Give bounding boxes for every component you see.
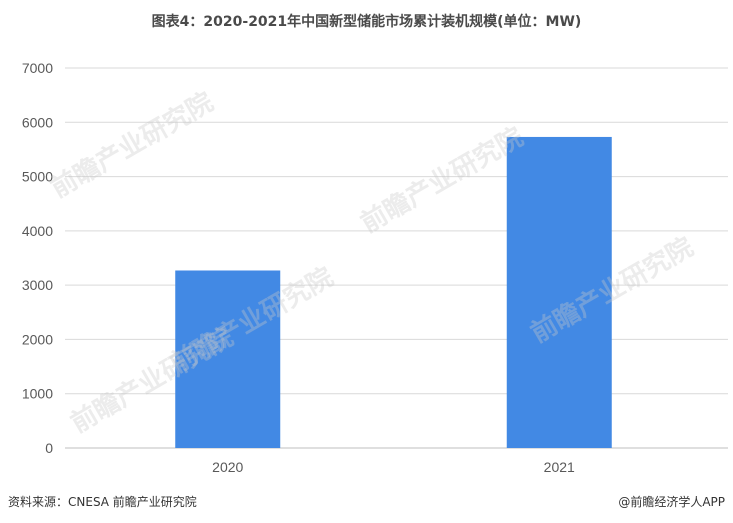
y-tick-label: 1000 xyxy=(22,386,53,402)
chart-title: 图表4：2020-2021年中国新型储能市场累计装机规模(单位：MW) xyxy=(151,14,582,30)
y-tick-label: 0 xyxy=(45,440,53,456)
y-tick-label: 6000 xyxy=(22,114,53,130)
y-tick-label: 7000 xyxy=(22,60,53,76)
y-tick-label: 3000 xyxy=(22,277,53,293)
x-tick-label: 2021 xyxy=(544,459,575,475)
y-tick-label: 2000 xyxy=(22,331,53,347)
x-tick-label: 2020 xyxy=(212,459,243,475)
footer: 资料来源：CNESA 前瞻产业研究院 @前瞻经济学人APP xyxy=(0,493,733,523)
brand-note: @前瞻经济学人APP xyxy=(618,495,725,509)
y-tick-label: 5000 xyxy=(22,169,53,185)
bar-chart: 0 1000 2000 3000 4000 5000 6000 7000 2020 2021 xyxy=(22,60,728,475)
bar-2020 xyxy=(175,270,281,448)
y-tick-label: 4000 xyxy=(22,223,53,239)
source-note: 资料来源：CNESA 前瞻产业研究院 xyxy=(8,495,197,509)
bar-2021 xyxy=(506,136,612,448)
